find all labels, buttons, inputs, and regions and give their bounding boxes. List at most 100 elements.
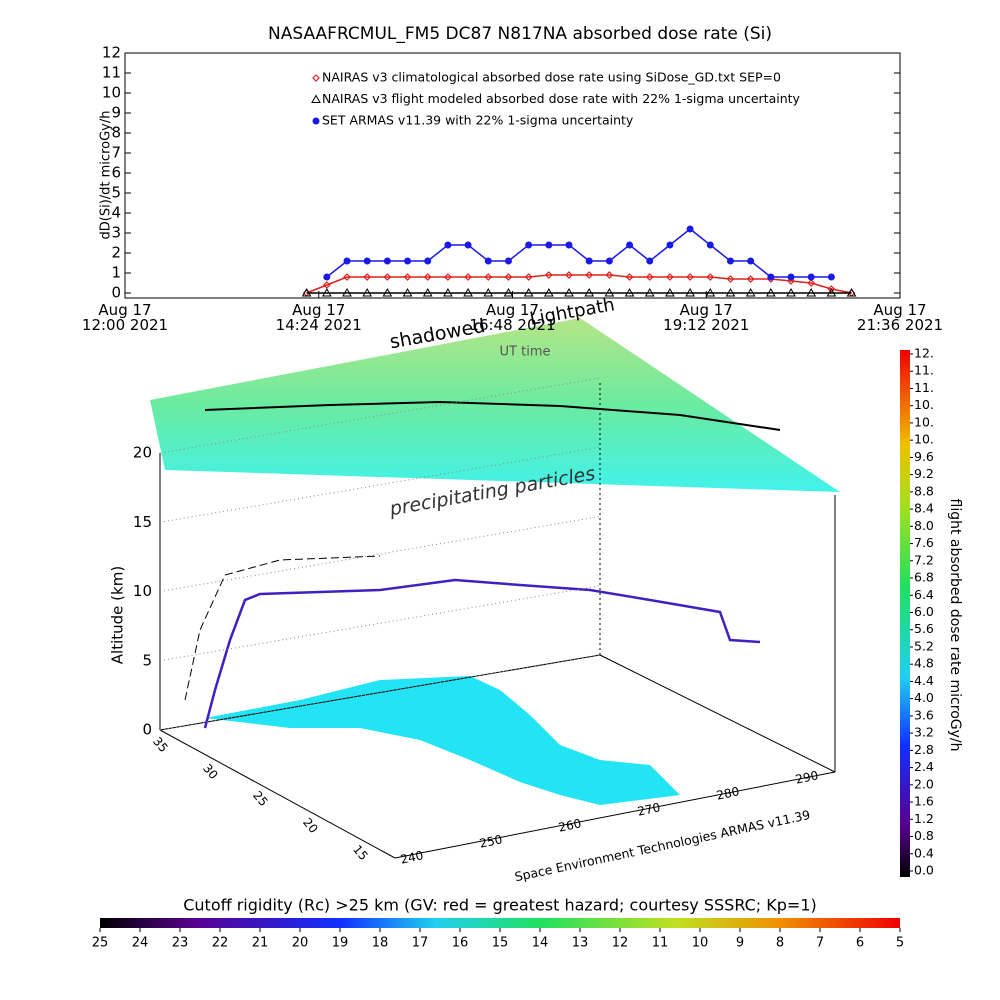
y-axis-label: dD(Si)/dt microGy/h bbox=[99, 111, 114, 240]
colorbar-tick-label: 4.8 bbox=[914, 656, 934, 671]
marker bbox=[343, 257, 351, 265]
colorbar-tick-label: 8.4 bbox=[914, 501, 934, 516]
marker bbox=[745, 287, 756, 297]
lon-tick-label: 260 bbox=[557, 816, 582, 834]
colorbar-tick-label: 5.2 bbox=[914, 638, 934, 653]
z-tick-label: 5 bbox=[142, 651, 152, 669]
marker bbox=[464, 273, 472, 281]
marker bbox=[363, 257, 371, 265]
y-tick-label: 1 bbox=[111, 264, 121, 282]
map bbox=[205, 676, 680, 805]
plot-frame bbox=[124, 52, 901, 299]
series bbox=[301, 94, 857, 297]
colorbar-tick-label: 6.4 bbox=[914, 587, 934, 602]
colorbar-tick-label: 1.2 bbox=[914, 811, 934, 826]
marker bbox=[503, 287, 514, 297]
marker bbox=[444, 241, 452, 249]
colorbar-tick-label: 12. bbox=[914, 346, 934, 361]
colorbar-title: Cutoff rigidity (Rc) >25 km (GV: red = g… bbox=[183, 896, 817, 915]
marker bbox=[786, 287, 796, 297]
legend-marker bbox=[312, 117, 320, 125]
marker bbox=[404, 257, 412, 265]
colorbar-tick-label: 4.4 bbox=[914, 673, 934, 688]
colorbar-tick-label: 8 bbox=[776, 936, 784, 951]
colorbar-tick-label: 5 bbox=[896, 936, 904, 951]
marker bbox=[525, 241, 533, 249]
marker bbox=[403, 273, 412, 281]
z-tick-label: 20 bbox=[133, 444, 152, 462]
colorbar-tick-label: 7 bbox=[816, 936, 824, 951]
marker bbox=[666, 273, 674, 281]
marker bbox=[726, 257, 734, 265]
marker bbox=[767, 273, 775, 281]
marker bbox=[645, 273, 654, 281]
colorbar-tick-label: 7.2 bbox=[914, 552, 934, 567]
colorbar-tick-label: 10. bbox=[914, 414, 934, 429]
colorbar-tick-label: 10 bbox=[692, 936, 709, 951]
colorbar-tick-label: 9.2 bbox=[914, 466, 934, 481]
marker bbox=[807, 279, 816, 287]
marker bbox=[706, 241, 714, 249]
surface-decor bbox=[150, 318, 840, 859]
box-frame bbox=[159, 380, 836, 859]
z-grid bbox=[159, 516, 601, 592]
colorbar-tick-label: 12 bbox=[612, 936, 629, 951]
colorbar-tick-label: 5.6 bbox=[914, 621, 934, 636]
colorbar-tick-label: 13 bbox=[572, 936, 589, 951]
marker bbox=[463, 287, 473, 297]
marker bbox=[565, 271, 573, 279]
series bbox=[302, 74, 856, 297]
colorbar-tick-label: 15 bbox=[492, 936, 509, 951]
marker bbox=[343, 273, 351, 281]
marker bbox=[423, 273, 432, 281]
marker bbox=[685, 287, 695, 297]
marker bbox=[363, 273, 372, 281]
colorbar-tick-label: 6.8 bbox=[914, 570, 934, 585]
y-tick-label: 5 bbox=[111, 184, 121, 202]
colorbar-tick-label: 6.0 bbox=[914, 604, 934, 619]
marker bbox=[383, 273, 392, 281]
legend-label: NAIRAS v3 climatological absorbed dose r… bbox=[322, 70, 781, 85]
lat-tick-label: 25 bbox=[250, 788, 271, 809]
marker bbox=[807, 273, 815, 281]
colorbar-tick-label: 20 bbox=[292, 936, 309, 951]
colorbar-tick-label: 16 bbox=[452, 936, 469, 951]
marker bbox=[523, 287, 534, 297]
z-axis-label: Altitude (km) bbox=[109, 566, 127, 664]
colorbar-tick-label: 22 bbox=[212, 936, 229, 951]
colorbar-tick-label: 7.6 bbox=[914, 535, 934, 550]
colorbar-tick-label: 18 bbox=[372, 936, 389, 951]
rigidity-colorbar bbox=[100, 918, 900, 928]
z-tick-label: 0 bbox=[142, 721, 152, 739]
x-tick-label: Aug 17 16:48 2021 bbox=[469, 301, 556, 334]
marker bbox=[765, 287, 776, 297]
marker bbox=[605, 271, 614, 279]
colorbar-tick-label: 2.0 bbox=[914, 776, 934, 791]
marker bbox=[504, 257, 512, 265]
marker bbox=[383, 257, 391, 265]
marker bbox=[544, 271, 553, 279]
colorbar-tick-label: 3.2 bbox=[914, 725, 934, 740]
colorbar-tick-label: 10. bbox=[914, 397, 934, 412]
lat-tick-label: 35 bbox=[150, 734, 171, 755]
colorbar-tick-label: 2.4 bbox=[914, 759, 934, 774]
marker bbox=[646, 257, 654, 265]
colorbar-tick-label: 9.6 bbox=[914, 449, 934, 464]
x-axis-label: UT time bbox=[500, 345, 551, 360]
series-line bbox=[326, 228, 832, 278]
colorbar-tick-label: 0.8 bbox=[914, 828, 934, 843]
marker bbox=[624, 287, 635, 297]
marker bbox=[665, 287, 675, 297]
chart-title: NASAAFRCMUL_FM5 DC87 N817NA absorbed dos… bbox=[268, 24, 772, 44]
legend-marker bbox=[312, 74, 320, 82]
lon-tick-label: 270 bbox=[636, 800, 661, 818]
colorbar-tick-label: 4.0 bbox=[914, 690, 934, 705]
marker bbox=[726, 275, 735, 283]
marker bbox=[686, 273, 694, 281]
marker bbox=[301, 287, 312, 297]
credit: Space Environment Technologies ARMAS v11… bbox=[513, 807, 811, 884]
light-path bbox=[204, 400, 781, 431]
z-tick-label: 10 bbox=[133, 582, 152, 600]
marker bbox=[644, 287, 655, 297]
colorbar-tick-label: 24 bbox=[132, 936, 149, 951]
